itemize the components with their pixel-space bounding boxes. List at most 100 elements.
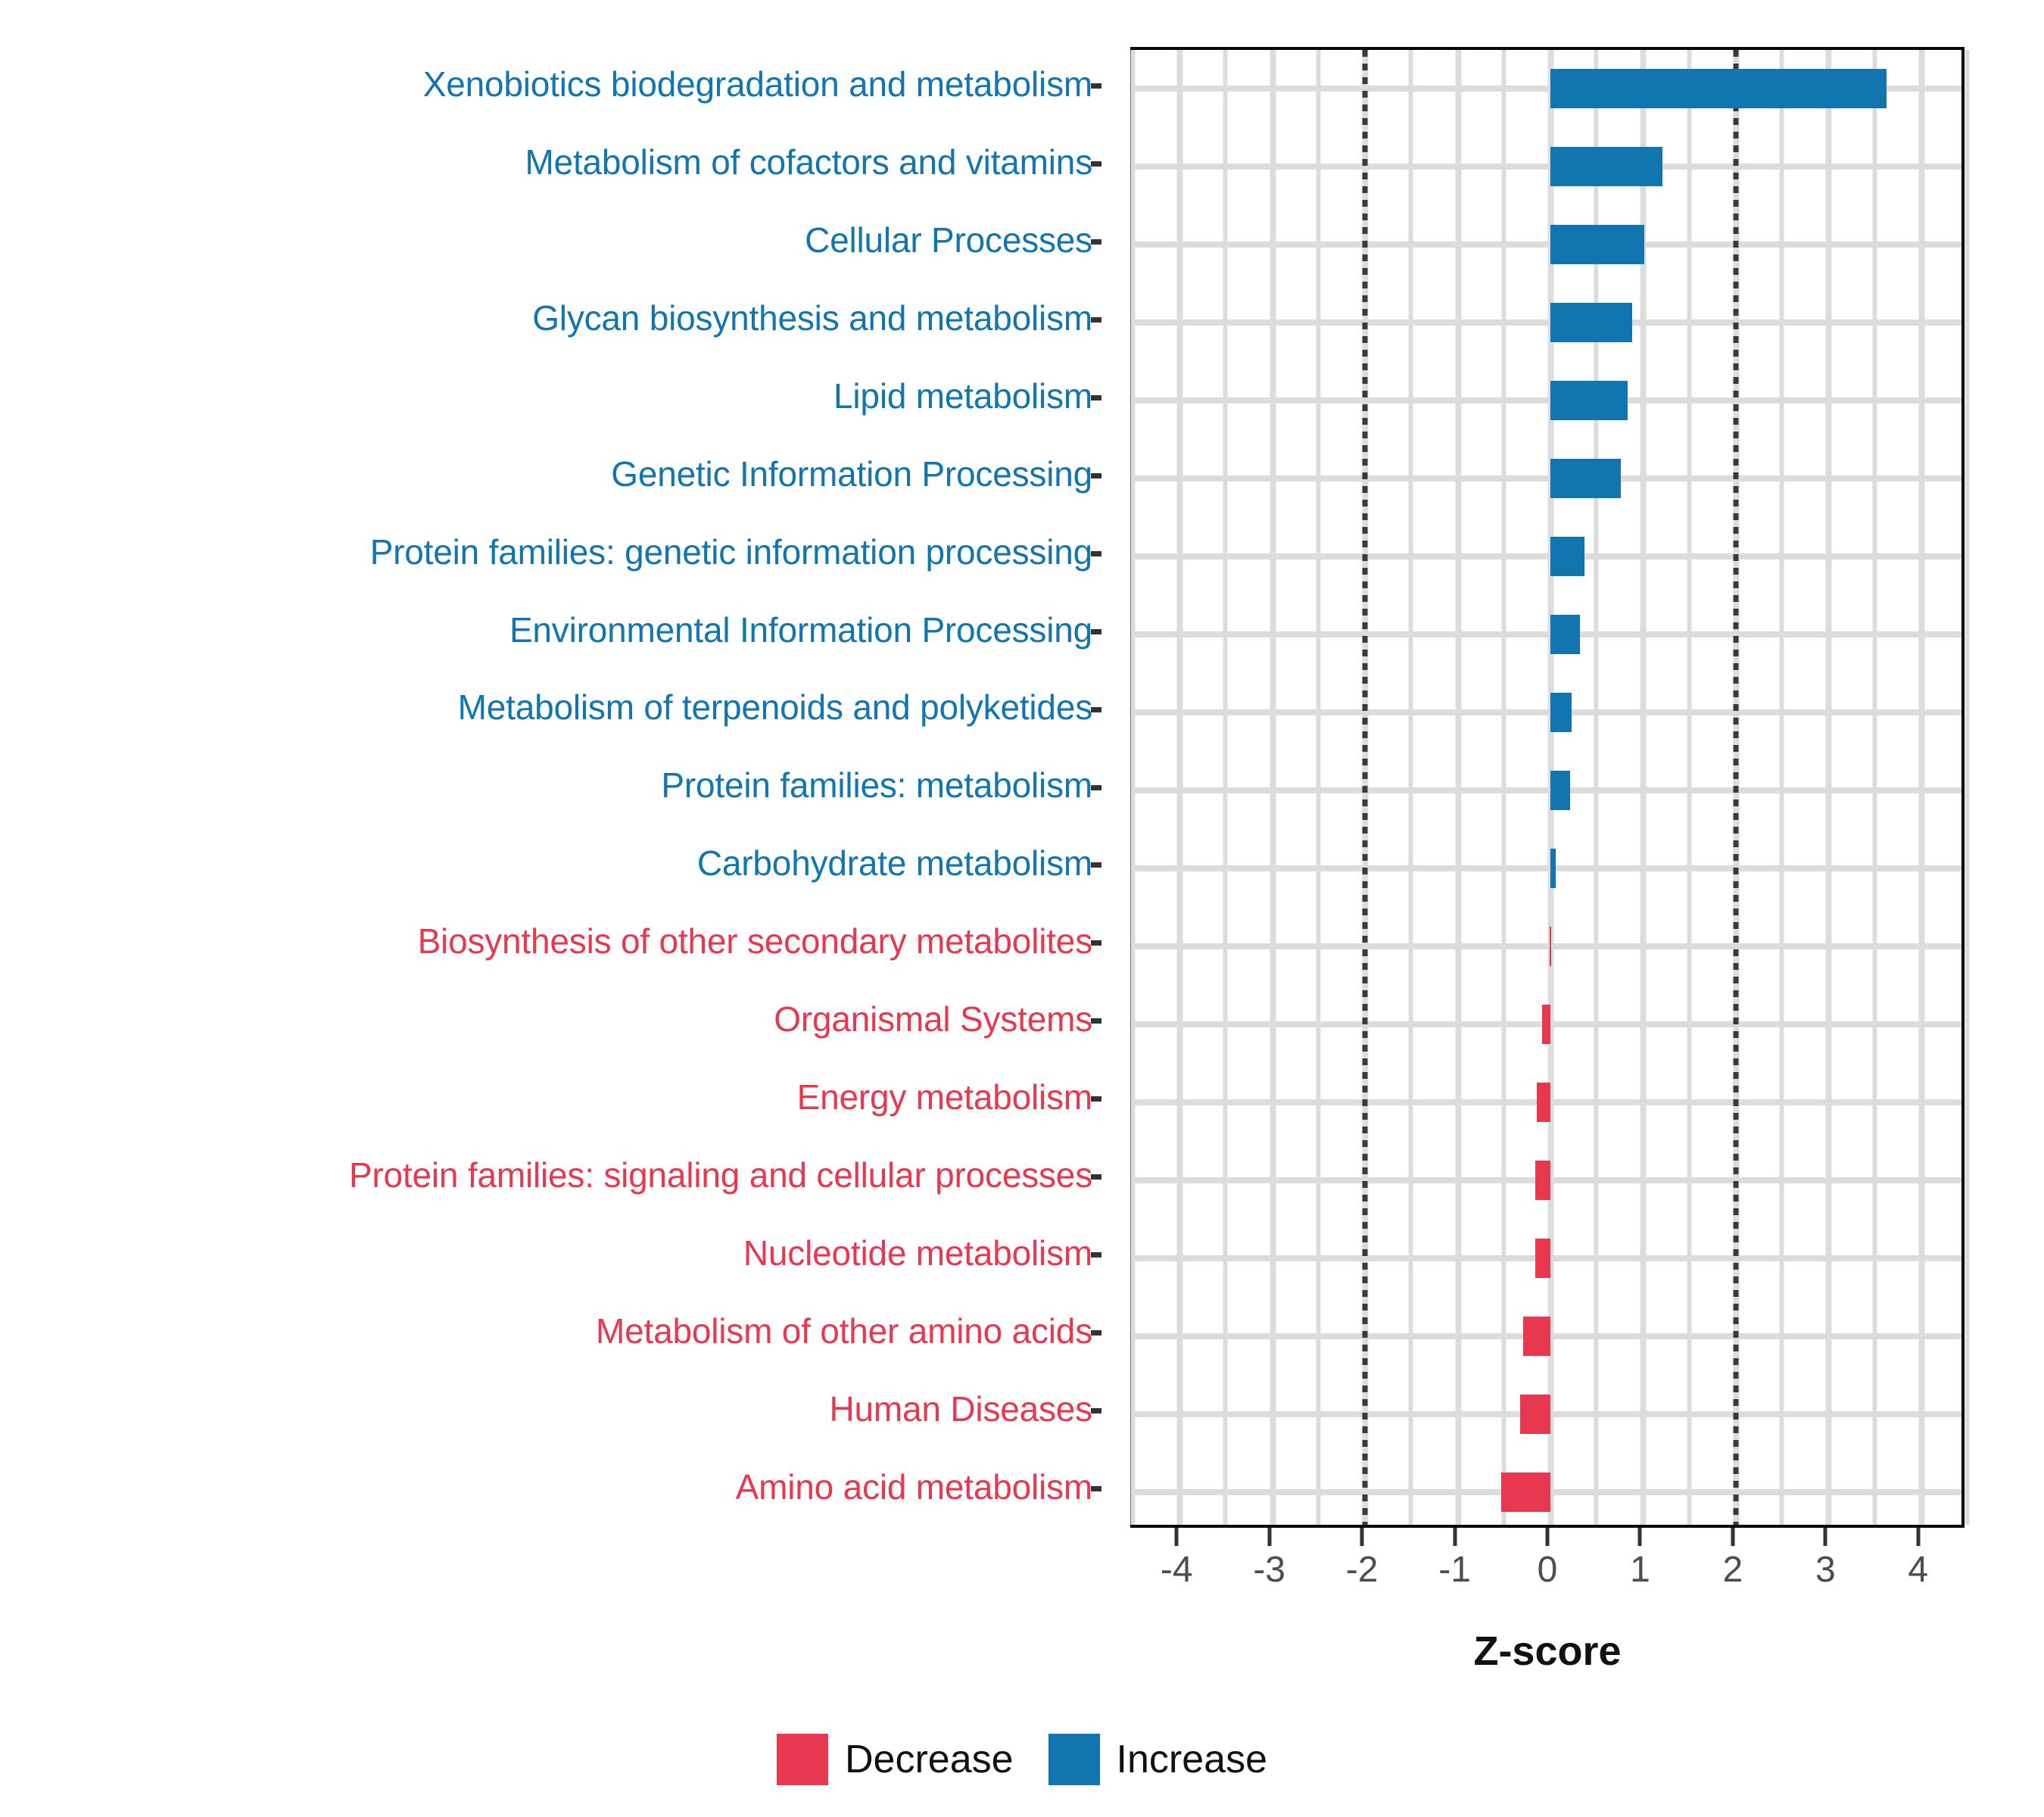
legend-item[interactable]: Decrease (776, 1734, 1014, 1785)
x-axis-tick-label: -2 (1345, 1550, 1379, 1590)
y-axis-label: Genetic Information Processing (611, 453, 1092, 494)
y-axis-label: Protein families: signaling and cellular… (348, 1155, 1092, 1195)
legend-item[interactable]: Increase (1048, 1734, 1267, 1785)
y-gridline (1133, 86, 1961, 92)
bar (1550, 381, 1628, 421)
y-axis-label-row: Metabolism of terpenoids and polyketides (0, 671, 1101, 745)
x-axis-tick-label: 0 (1537, 1550, 1558, 1590)
bar (1535, 1160, 1550, 1200)
bar (1550, 537, 1585, 577)
y-axis-label: Human Diseases (829, 1388, 1093, 1429)
y-axis-label-row: Human Diseases (0, 1372, 1101, 1446)
y-axis-label: Nucleotide metabolism (743, 1233, 1092, 1273)
y-axis-label: Energy metabolism (796, 1077, 1093, 1117)
bar (1523, 1316, 1550, 1356)
bar (1550, 225, 1644, 265)
x-axis-tick (1267, 1528, 1272, 1546)
x-axis-title: Z-score (1473, 1628, 1622, 1674)
x-axis-tick (1453, 1528, 1457, 1546)
y-axis-label-row: Nucleotide metabolism (0, 1216, 1101, 1290)
y-axis-label: Organismal Systems (774, 999, 1092, 1039)
x-axis-tick-label: -1 (1438, 1550, 1471, 1590)
y-gridline (1133, 787, 1961, 793)
y-axis-label: Biosynthesis of other secondary metaboli… (417, 921, 1093, 961)
bar (1550, 693, 1572, 733)
y-axis-tick (1091, 706, 1101, 712)
reference-line (1362, 50, 1368, 1525)
y-axis-label-row: Protein families: genetic information pr… (0, 515, 1101, 589)
bar (1550, 459, 1622, 499)
x-axis-tick (1916, 1528, 1921, 1546)
y-axis-tick (1091, 394, 1101, 400)
x-axis-tick-label: -3 (1253, 1550, 1285, 1590)
x-axis-tick (1637, 1528, 1642, 1546)
y-axis-label-row: Protein families: metabolism (0, 749, 1101, 823)
chart-legend: Decrease Increase (0, 1734, 2044, 1785)
y-axis-label-row: Protein families: signaling and cellular… (0, 1138, 1101, 1212)
y-axis-label-row: Xenobiotics biodegradation and metabolis… (0, 47, 1101, 121)
y-gridline (1133, 553, 1961, 560)
bar (1550, 69, 1887, 109)
y-axis-tick (1091, 238, 1101, 245)
y-axis-label: Metabolism of terpenoids and polyketides (457, 687, 1093, 728)
x-axis-tick-label: 2 (1722, 1550, 1743, 1590)
y-axis-tick (1091, 1018, 1101, 1024)
bar (1550, 771, 1570, 810)
y-axis-tick (1091, 784, 1101, 790)
y-axis-label: Protein families: genetic information pr… (369, 531, 1093, 572)
bar (1519, 1394, 1550, 1434)
bar (1550, 615, 1581, 655)
y-axis-tick (1091, 472, 1101, 478)
y-axis-label: Amino acid metabolism (735, 1466, 1093, 1507)
y-axis-label: Cellular Processes (805, 220, 1092, 260)
y-axis-label: Protein families: metabolism (661, 765, 1092, 806)
bar (1536, 1082, 1550, 1122)
y-axis-tick (1091, 1096, 1101, 1102)
y-axis-tick (1091, 1408, 1101, 1414)
y-gridline (1133, 709, 1961, 716)
reference-line (1733, 50, 1739, 1525)
x-axis-tick-label: -4 (1160, 1550, 1193, 1590)
y-axis-tick (1091, 862, 1101, 868)
x-axis-tick-label: 3 (1815, 1550, 1836, 1590)
y-axis-label-row: Genetic Information Processing (0, 437, 1101, 511)
y-axis-label-row: Amino acid metabolism (0, 1450, 1101, 1524)
y-gridline (1133, 242, 1961, 248)
legend-swatch-icon (776, 1734, 828, 1785)
y-axis-tick (1091, 1252, 1101, 1258)
plot-panel (1130, 47, 1970, 1528)
y-axis-tick (1091, 83, 1101, 89)
x-axis-tick (1823, 1528, 1827, 1546)
y-gridline (1133, 164, 1961, 170)
y-axis-label-row: Carbohydrate metabolism (0, 826, 1101, 900)
bar (1550, 303, 1632, 343)
x-axis-tick (1545, 1528, 1550, 1546)
y-gridline (1133, 865, 1961, 871)
y-axis-label-row: Organismal Systems (0, 982, 1101, 1056)
bar (1535, 1238, 1550, 1278)
bar (1550, 848, 1556, 888)
bar (1541, 1004, 1550, 1044)
bar (1549, 926, 1551, 966)
y-axis-tick (1091, 1174, 1101, 1180)
y-axis-label: Carbohydrate metabolism (696, 843, 1092, 884)
x-gridline (1130, 50, 1136, 1525)
y-axis-tick (1091, 1330, 1101, 1336)
x-axis: -4 -3 -2 -1 0 1 2 3 4 (1130, 1528, 1965, 1626)
legend-label: Increase (1116, 1738, 1267, 1781)
x-axis-tick-label: 1 (1630, 1550, 1650, 1590)
y-axis-label-row: Cellular Processes (0, 203, 1101, 277)
y-gridline (1133, 475, 1961, 482)
y-axis-label: Metabolism of other amino acids (596, 1311, 1092, 1351)
legend-label: Decrease (844, 1738, 1014, 1781)
y-axis-label: Lipid metabolism (833, 376, 1092, 416)
y-gridline (1133, 397, 1961, 404)
y-axis-tick (1091, 628, 1101, 634)
y-axis-tick (1091, 316, 1101, 323)
y-axis-label-row: Lipid metabolism (0, 359, 1101, 433)
bar (1501, 1472, 1550, 1512)
y-axis-tick (1091, 161, 1101, 167)
x-axis-tick-label: 4 (1908, 1550, 1929, 1590)
y-axis-label-row: Energy metabolism (0, 1060, 1101, 1134)
x-axis-tick (1731, 1528, 1735, 1546)
